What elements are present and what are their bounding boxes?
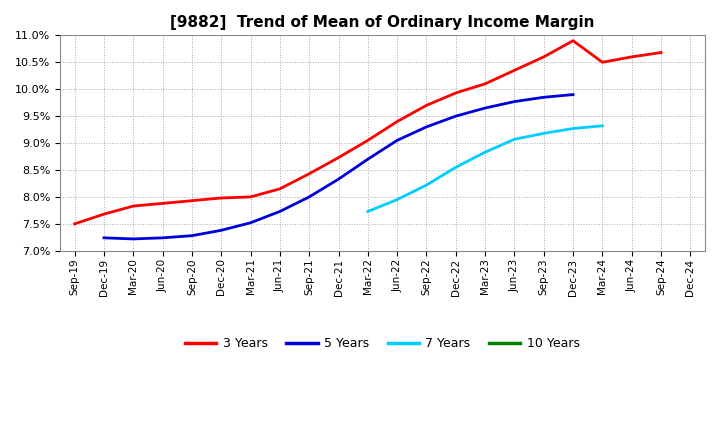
3 Years [627,54,636,59]
Line: 3 Years: 3 Years [75,41,661,224]
Title: [9882]  Trend of Mean of Ordinary Income Margin: [9882] Trend of Mean of Ordinary Income … [170,15,595,30]
3 Years [158,201,167,206]
3 Years [129,203,138,209]
3 Years [217,195,225,201]
3 Years [276,186,284,191]
3 Years [393,119,402,124]
5 Years [129,236,138,242]
3 Years [305,171,313,176]
5 Years [364,157,372,162]
3 Years [246,194,255,200]
5 Years [188,233,197,238]
5 Years [305,194,313,200]
3 Years [188,198,197,203]
5 Years [334,176,343,182]
3 Years [510,68,518,73]
5 Years [481,106,490,111]
3 Years [657,50,665,55]
Line: 7 Years: 7 Years [368,126,603,212]
5 Years [217,227,225,233]
3 Years [71,221,79,227]
3 Years [451,90,460,95]
5 Years [99,235,108,241]
5 Years [510,99,518,104]
5 Years [539,95,548,100]
5 Years [422,124,431,129]
3 Years [569,38,577,44]
3 Years [334,155,343,160]
Legend: 3 Years, 5 Years, 7 Years, 10 Years: 3 Years, 5 Years, 7 Years, 10 Years [180,333,585,356]
7 Years [364,209,372,214]
3 Years [422,103,431,108]
5 Years [451,114,460,119]
7 Years [481,150,490,155]
7 Years [539,131,548,136]
7 Years [510,137,518,142]
Line: 5 Years: 5 Years [104,95,573,239]
7 Years [569,126,577,131]
7 Years [598,123,607,128]
5 Years [393,138,402,143]
3 Years [364,138,372,143]
3 Years [539,54,548,59]
5 Years [158,235,167,241]
7 Years [451,165,460,170]
7 Years [422,183,431,188]
3 Years [598,60,607,65]
5 Years [569,92,577,97]
5 Years [276,209,284,214]
5 Years [246,220,255,225]
3 Years [481,81,490,86]
7 Years [393,197,402,202]
3 Years [99,212,108,217]
